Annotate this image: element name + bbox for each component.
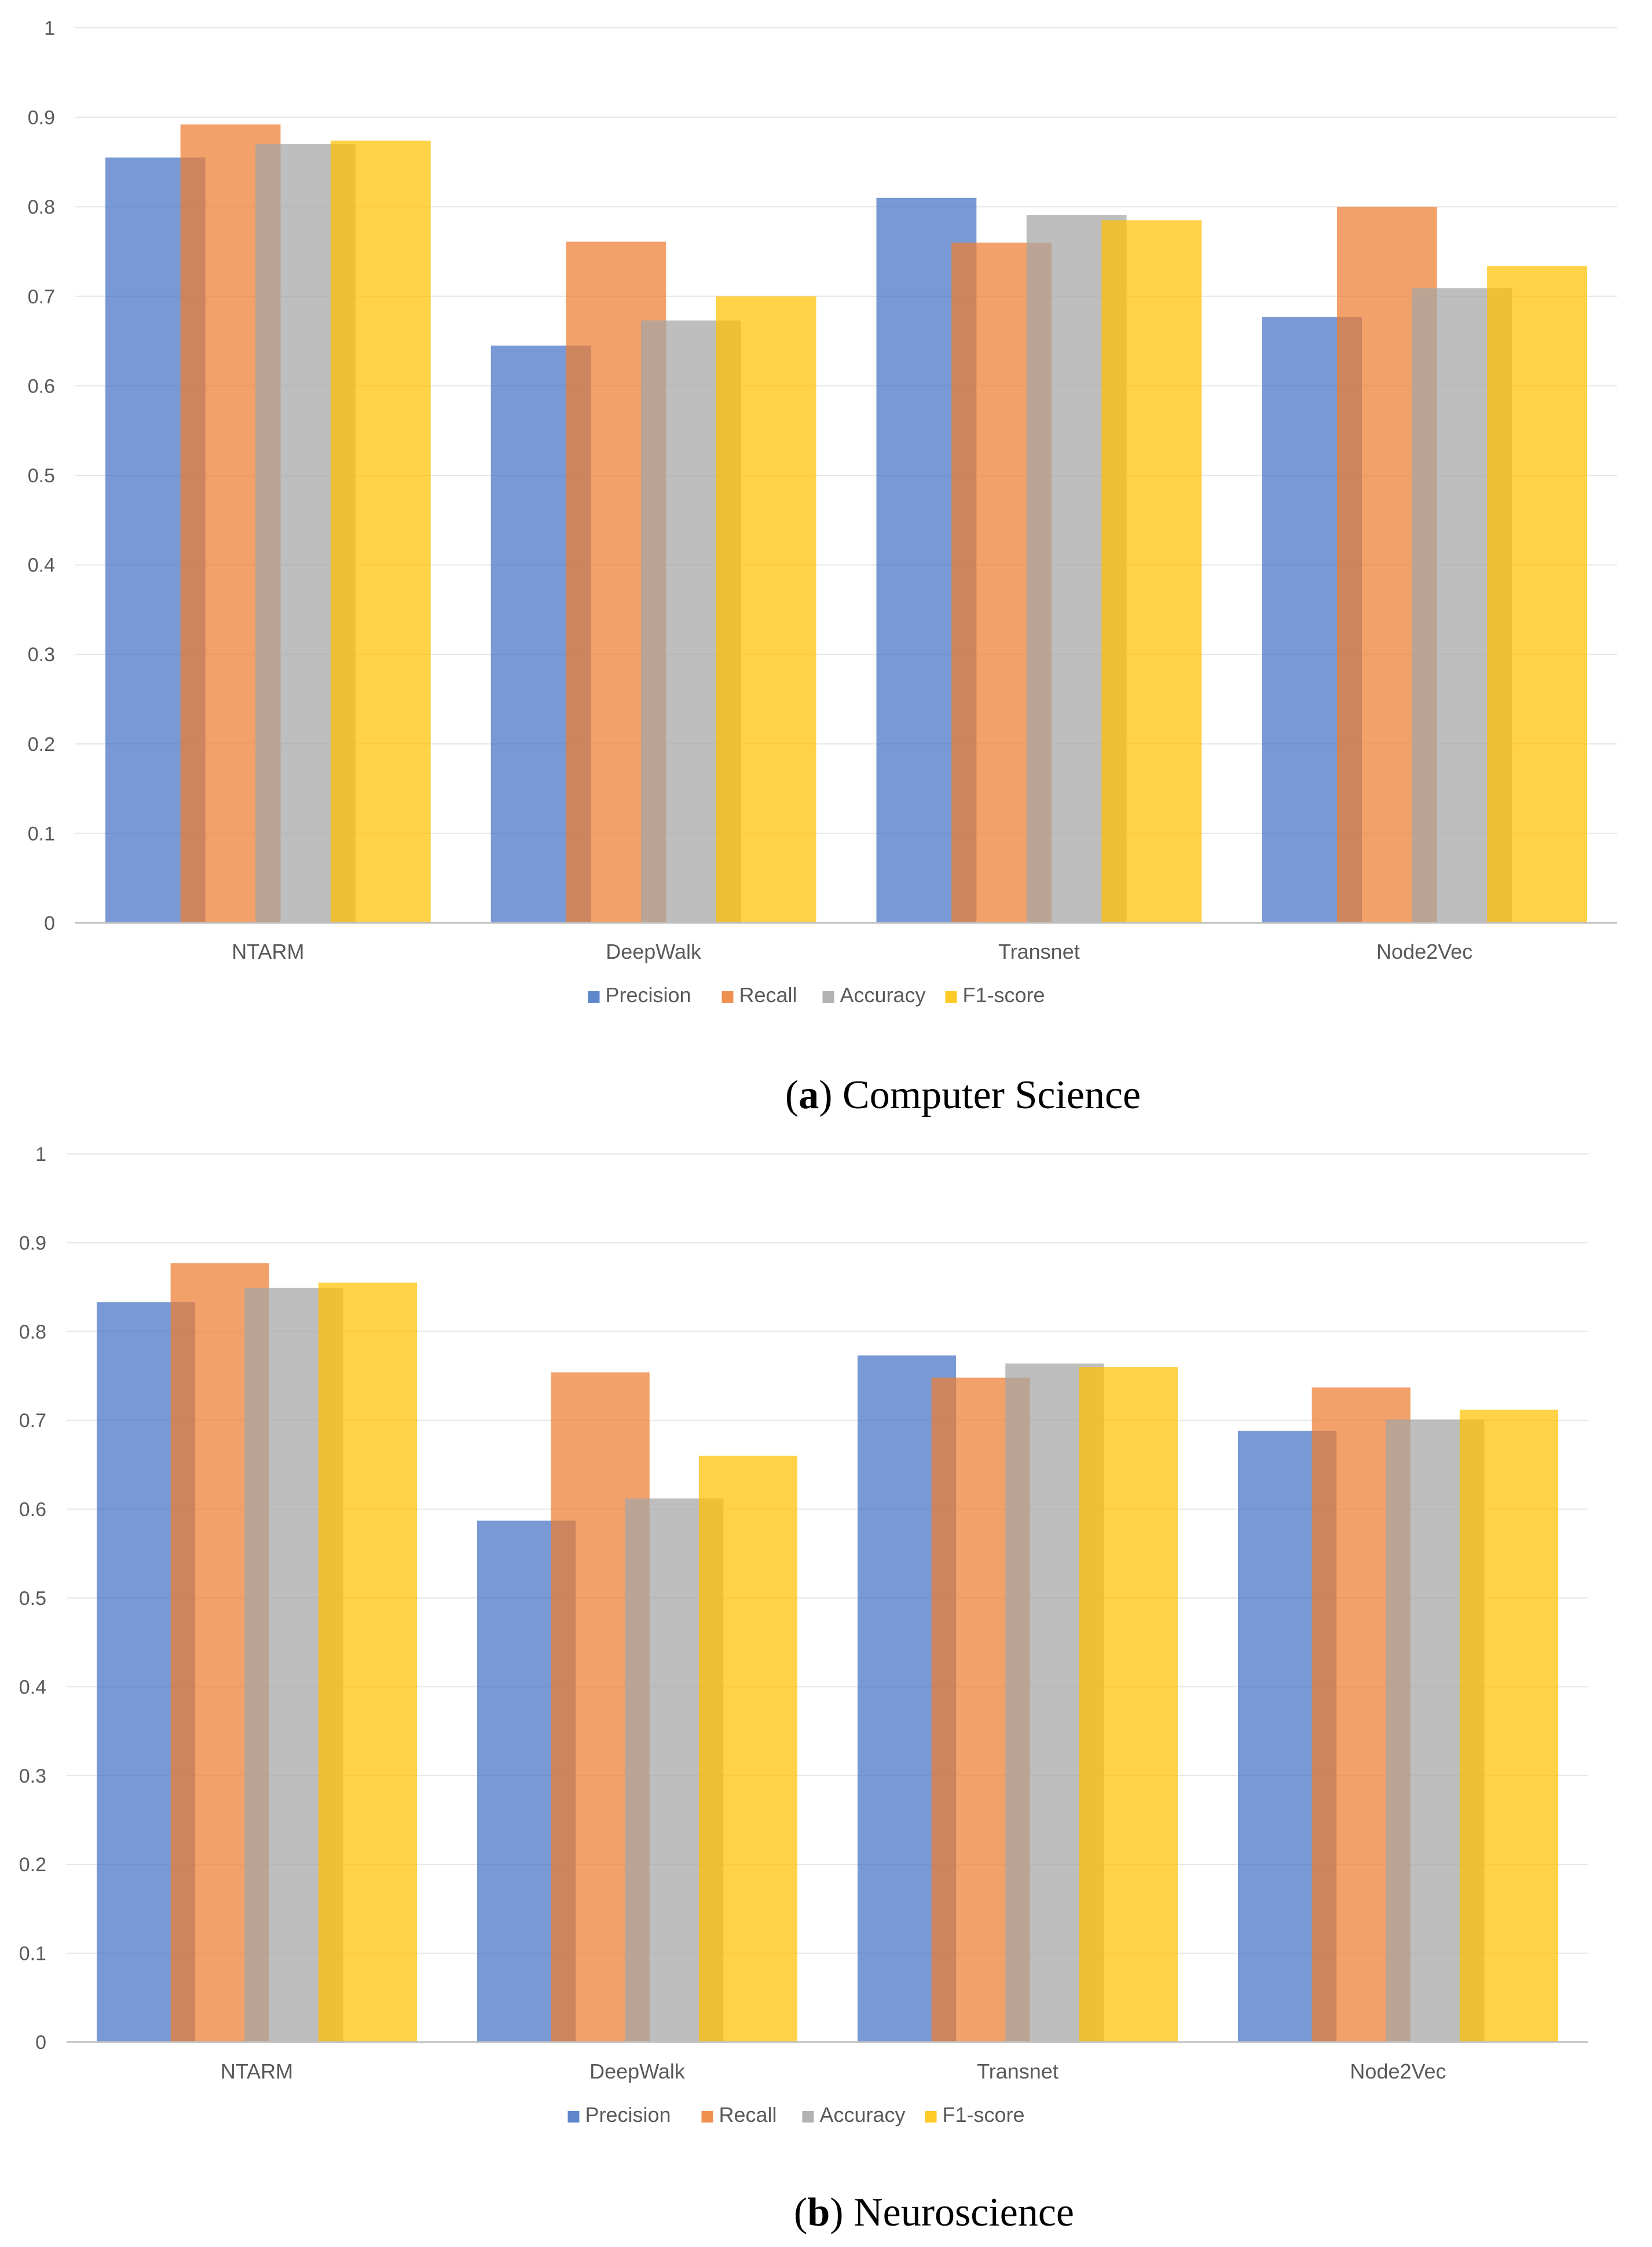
y-tick-label: 0.3: [28, 644, 55, 666]
y-tick-label: 0.1: [28, 823, 55, 845]
chart-neuroscience: 0 0.1 0.2 0.3 0.4 0.5 0.6 0.7 0.8 0.9 1 NTARM DeepWa…: [19, 1143, 1588, 2127]
caption-letter: a: [798, 1073, 819, 1117]
bar-node2vec-f1-score: [1487, 266, 1587, 923]
x-category-label: DeepWalk: [589, 2059, 686, 2083]
x-category-label: DeepWalk: [606, 940, 702, 963]
bar-node2vec-f1-score: [1459, 1409, 1558, 2042]
legend-label-f1-score: F1-score: [943, 2103, 1025, 2127]
caption-letter: b: [807, 2190, 830, 2235]
legend-label-precision: Precision: [585, 2103, 671, 2127]
legend-label-recall: Recall: [719, 2103, 777, 2127]
y-tick-label: 0.4: [19, 1676, 46, 1698]
legend-label-precision: Precision: [606, 983, 691, 1007]
y-tick-label: 0.9: [19, 1232, 46, 1254]
y-tick-label: 0.7: [28, 286, 55, 308]
y-tick-label: 1: [35, 1143, 46, 1165]
caption-text: ) Neuroscience: [830, 2190, 1074, 2235]
legend: Precision Recall Accuracy F1-score: [567, 2103, 1025, 2127]
caption-open: (: [794, 2190, 807, 2235]
y-tick-label: 0: [35, 2032, 46, 2054]
legend-label-f1-score: F1-score: [963, 983, 1045, 1007]
caption-neuroscience: (b) Neuroscience: [794, 2190, 1074, 2235]
chart-computer-science: 0 0.1 0.2 0.3 0.4 0.5 0.6 0.7 0.8 0.9 1 NTARM DeepWa…: [28, 17, 1617, 1007]
y-tick-label: 1: [44, 17, 55, 39]
y-tick-label: 0.5: [19, 1588, 46, 1610]
legend-swatch-precision: [567, 2111, 580, 2123]
bar-ntarm-f1-score: [318, 1282, 417, 2042]
y-tick-label: 0.2: [28, 734, 55, 756]
x-category-label: Node2Vec: [1350, 2059, 1446, 2083]
y-tick-label: 0.6: [28, 375, 55, 397]
legend-label-recall: Recall: [739, 983, 797, 1007]
legend-swatch-f1-score: [925, 2111, 937, 2123]
y-tick-label: 0.7: [19, 1410, 46, 1432]
y-tick-label: 0.9: [28, 107, 55, 129]
legend-swatch-precision: [588, 991, 600, 1003]
legend-swatch-accuracy: [822, 991, 834, 1003]
legend-swatch-recall: [721, 991, 734, 1003]
y-tick-label: 0: [44, 912, 55, 934]
legend: Precision Recall Accuracy F1-score: [588, 983, 1045, 1007]
legend-swatch-f1-score: [945, 991, 957, 1003]
y-tick-label: 0.6: [19, 1499, 46, 1521]
caption-open: (: [785, 1073, 798, 1117]
legend-label-accuracy: Accuracy: [820, 2103, 906, 2127]
bar-deepwalk-f1-score: [698, 1456, 797, 2042]
y-tick-label: 0.5: [28, 465, 55, 487]
legend-swatch-recall: [701, 2111, 713, 2123]
legend-swatch-accuracy: [802, 2111, 814, 2123]
y-tick-label: 0.3: [19, 1765, 46, 1787]
x-category-label: Node2Vec: [1376, 940, 1472, 963]
caption-computer-science: (a) Computer Science: [785, 1073, 1141, 1117]
x-category-label: Transnet: [998, 940, 1080, 963]
x-category-label: Transnet: [977, 2059, 1058, 2083]
bar-transnet-f1-score: [1101, 220, 1202, 923]
y-tick-label: 0.1: [19, 1943, 46, 1965]
x-category-label: NTARM: [221, 2059, 293, 2083]
y-tick-label: 0.4: [28, 555, 55, 577]
y-tick-label: 0.8: [28, 196, 55, 218]
y-tick-label: 0.2: [19, 1854, 46, 1876]
y-tick-label: 0.8: [19, 1321, 46, 1343]
caption-text: ) Computer Science: [819, 1073, 1141, 1117]
bar-transnet-f1-score: [1079, 1367, 1178, 2042]
legend-label-accuracy: Accuracy: [840, 983, 926, 1007]
x-category-label: NTARM: [232, 940, 304, 963]
bar-deepwalk-f1-score: [716, 296, 816, 923]
bar-ntarm-f1-score: [330, 140, 431, 923]
